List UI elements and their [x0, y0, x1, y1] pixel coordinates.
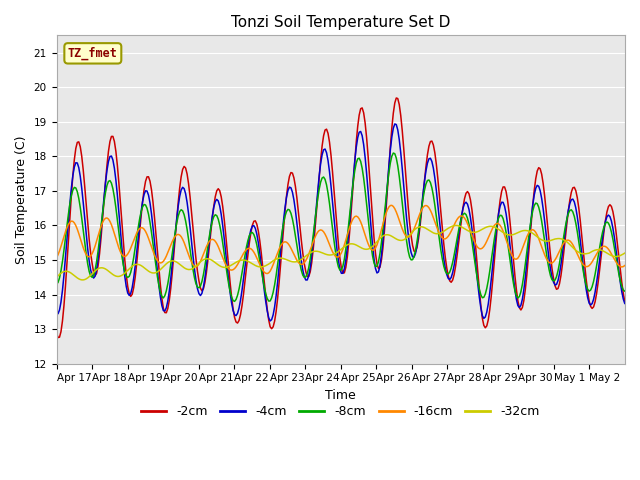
X-axis label: Time: Time — [325, 389, 356, 402]
Title: Tonzi Soil Temperature Set D: Tonzi Soil Temperature Set D — [231, 15, 451, 30]
Legend: -2cm, -4cm, -8cm, -16cm, -32cm: -2cm, -4cm, -8cm, -16cm, -32cm — [136, 400, 545, 423]
Y-axis label: Soil Temperature (C): Soil Temperature (C) — [15, 135, 28, 264]
Text: TZ_fmet: TZ_fmet — [68, 47, 118, 60]
